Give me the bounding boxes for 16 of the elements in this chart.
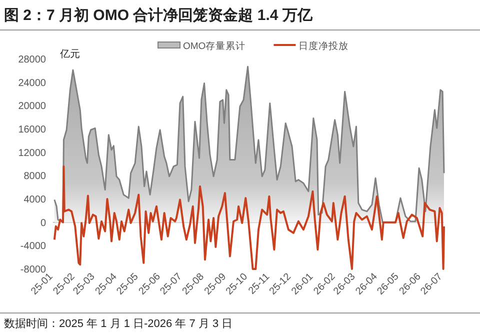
text: 数据时间：2025 年 1 月 1 日-2026 年 7 月 3 日 — [4, 317, 233, 330]
y-tick-label: -8000 — [20, 264, 46, 276]
y-axis-title: 亿元 — [59, 49, 80, 60]
y-tick-label: 8000 — [24, 171, 46, 182]
y-tick-label: 24000 — [18, 78, 46, 89]
y-tick-label: 16000 — [18, 124, 46, 136]
y-tick-label: 0 — [40, 218, 46, 229]
y-tick-label: -4000 — [20, 241, 46, 252]
y-tick-label: 12000 — [18, 148, 46, 159]
y-tick-label: 4000 — [24, 194, 46, 206]
chart-title: 图 2：7 月初 OMO 合计净回笼资金超 1.4 万亿 — [4, 6, 314, 24]
legend-label: OMO存量累计 — [183, 40, 246, 52]
legend-label: 日度净投放 — [298, 40, 349, 52]
y-tick-label: 28000 — [18, 54, 46, 66]
y-tick-label: 20000 — [18, 101, 46, 112]
line-series — [53, 165, 445, 270]
